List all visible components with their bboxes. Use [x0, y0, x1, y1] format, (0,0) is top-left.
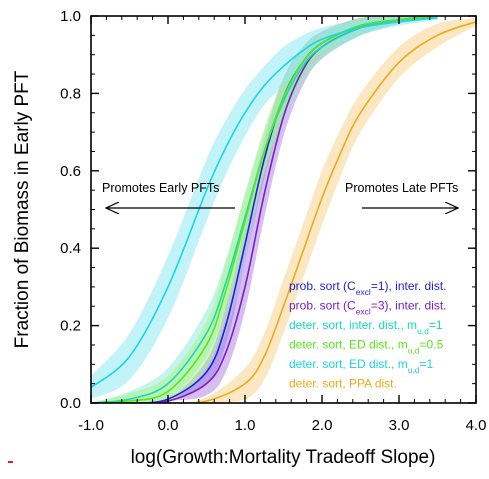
legend-entry-6: deter. sort, PPA dist.	[289, 377, 397, 391]
legend-entry-4: deter. sort, ED dist., mu,d=0.5	[289, 338, 444, 356]
x-tick-label: 1.0	[235, 417, 256, 434]
legend-entry-3: deter. sort, inter. dist., mu,d=1	[289, 318, 443, 336]
x-tick-label: 0.0	[158, 417, 179, 434]
x-tick-label: 3.0	[389, 417, 410, 434]
y-tick-label: 0.6	[60, 163, 81, 180]
y-axis-title: Fraction of Biomass in Early PFT	[12, 70, 33, 348]
band-series-2	[91, 16, 438, 403]
x-tick-label: 4.0	[466, 417, 487, 434]
left-arrow-text: Promotes Early PFTs	[102, 181, 219, 195]
legend-entry-1: prob. sort (Cexcl=1), inter. dist.	[289, 279, 447, 297]
y-tick-label: 0.0	[60, 395, 81, 412]
x-axis-title: log(Growth:Mortality Tradeoff Slope)	[131, 447, 436, 468]
axis-ticks: -1.0 0.0 1.0 2.0 3.0 4.0 0.0 0.2 0.4 0.6 0.8 1.0	[60, 8, 486, 434]
line-series-4	[91, 16, 438, 403]
x-tick-label: 2.0	[312, 417, 333, 434]
y-tick-label: 0.8	[60, 85, 81, 102]
x-tick-label: -1.0	[78, 417, 104, 434]
y-tick-label: 0.2	[60, 318, 81, 335]
band-series-6	[91, 17, 476, 403]
y-tick-label: 0.4	[60, 240, 81, 257]
line-series-5	[91, 17, 438, 389]
legend: prob. sort (Cexcl=1), inter. dist. prob. …	[289, 279, 447, 391]
legend-entry-5: deter. sort, ED dist., mu,d=1	[289, 357, 434, 375]
right-arrow-text: Promotes Late PFTs	[345, 181, 458, 195]
y-tick-label: 1.0	[60, 8, 81, 25]
corner-mark	[8, 461, 13, 463]
legend-entry-2: prob. sort (Cexcl=3), inter. dist.	[289, 299, 447, 317]
